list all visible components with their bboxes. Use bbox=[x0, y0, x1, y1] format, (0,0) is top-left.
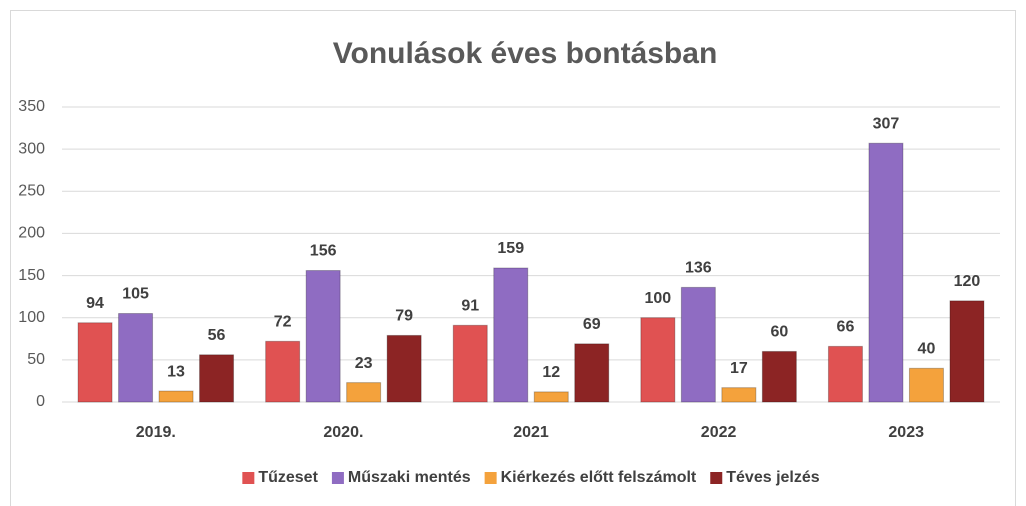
x-tick-label: 2022 bbox=[701, 424, 737, 441]
legend-swatch bbox=[710, 472, 723, 484]
data-label: 72 bbox=[274, 314, 292, 331]
bar bbox=[721, 387, 757, 403]
data-label: 40 bbox=[918, 341, 936, 358]
data-label: 23 bbox=[355, 355, 373, 372]
bar bbox=[908, 367, 944, 403]
y-tick-label: 150 bbox=[18, 267, 45, 284]
bar bbox=[305, 270, 341, 403]
data-label: 105 bbox=[122, 286, 149, 303]
bar bbox=[574, 343, 610, 403]
y-tick-label: 350 bbox=[18, 98, 45, 115]
x-tick-label: 2020. bbox=[323, 424, 363, 441]
bar bbox=[827, 345, 863, 403]
data-label: 12 bbox=[542, 364, 560, 381]
chart-title: Vonulások éves bontásban bbox=[333, 37, 718, 70]
data-label: 17 bbox=[730, 360, 748, 377]
data-label: 66 bbox=[837, 319, 855, 336]
data-label: 94 bbox=[86, 295, 104, 312]
bar bbox=[493, 267, 529, 403]
bar bbox=[265, 340, 301, 403]
bar bbox=[949, 300, 985, 403]
data-label: 79 bbox=[395, 308, 413, 325]
y-tick-label: 300 bbox=[18, 140, 45, 157]
legend-label: Műszaki mentés bbox=[348, 469, 471, 486]
bar bbox=[158, 390, 194, 403]
legend-label: Téves jelzés bbox=[726, 469, 820, 486]
bar bbox=[868, 142, 904, 403]
data-label: 100 bbox=[644, 290, 671, 307]
x-tick-label: 2021 bbox=[513, 424, 549, 441]
data-label: 13 bbox=[167, 363, 185, 380]
data-label: 69 bbox=[583, 316, 601, 333]
data-label: 159 bbox=[497, 240, 524, 257]
y-tick-label: 50 bbox=[27, 351, 45, 368]
y-tick-label: 200 bbox=[18, 225, 45, 242]
bar bbox=[118, 313, 154, 403]
bar bbox=[533, 391, 569, 403]
y-tick-label: 0 bbox=[36, 393, 45, 410]
bar bbox=[199, 354, 235, 403]
legend-swatch bbox=[331, 472, 344, 484]
chart-border bbox=[10, 10, 1016, 506]
y-tick-label: 100 bbox=[18, 309, 45, 326]
x-tick-label: 2019. bbox=[136, 424, 176, 441]
legend-label: Kiérkezés előtt felszámolt bbox=[501, 469, 697, 486]
bar bbox=[346, 382, 382, 403]
bar bbox=[452, 324, 488, 403]
legend-swatch bbox=[242, 472, 255, 484]
y-tick-label: 250 bbox=[18, 183, 45, 200]
legend-label: Tűzeset bbox=[258, 469, 318, 486]
bar bbox=[680, 286, 716, 403]
bar bbox=[386, 334, 422, 403]
x-tick-label: 2023 bbox=[888, 424, 924, 441]
data-label: 56 bbox=[208, 327, 226, 344]
legend-swatch bbox=[484, 472, 497, 484]
bar bbox=[77, 322, 113, 403]
bar bbox=[761, 350, 797, 403]
bar bbox=[640, 317, 676, 403]
data-label: 307 bbox=[873, 115, 900, 132]
data-label: 91 bbox=[461, 298, 479, 315]
data-label: 156 bbox=[310, 243, 337, 260]
data-label: 136 bbox=[685, 260, 712, 277]
data-label: 120 bbox=[954, 273, 981, 290]
data-label: 60 bbox=[770, 324, 788, 341]
